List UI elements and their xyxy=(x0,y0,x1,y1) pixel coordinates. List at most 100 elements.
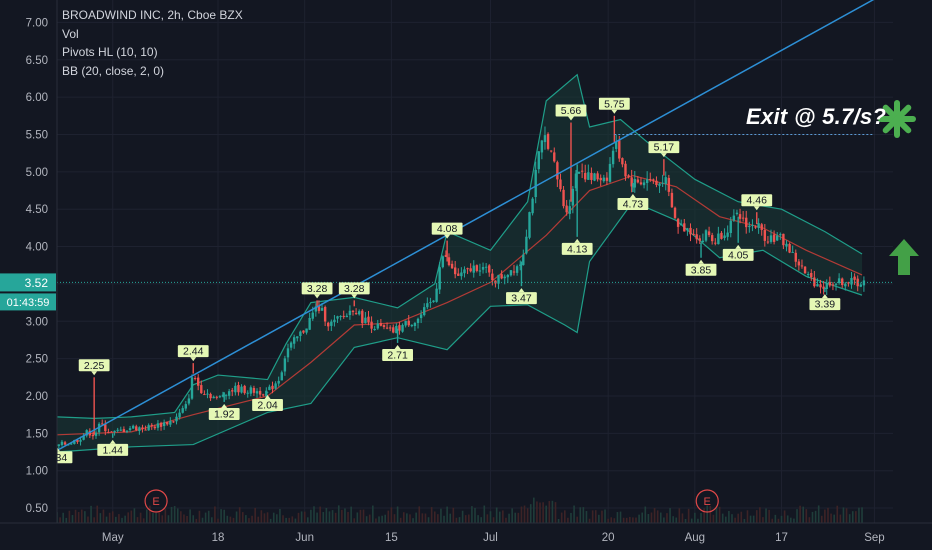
candle-body xyxy=(447,257,451,266)
volume-bar xyxy=(721,513,724,523)
volume-bar xyxy=(282,515,284,523)
price-tick-label: 0.50 xyxy=(26,503,48,515)
volume-bar xyxy=(180,511,182,523)
candle-body xyxy=(224,395,228,397)
volume-bar xyxy=(325,507,328,523)
candle-body xyxy=(506,274,510,278)
candle-body xyxy=(265,390,268,397)
candle-body xyxy=(664,177,667,185)
pivot-pointer xyxy=(264,394,271,399)
earnings-marker[interactable] xyxy=(144,489,168,513)
candle-body xyxy=(330,321,333,326)
candle-body xyxy=(131,425,135,429)
pivot-pointer xyxy=(629,194,636,199)
volume-bar xyxy=(186,515,188,523)
volume-bar xyxy=(505,517,507,523)
candle-body xyxy=(816,284,819,287)
candle-body xyxy=(639,182,643,185)
volume-bar xyxy=(183,514,185,523)
exit-annotation[interactable]: Exit @ 5.7/s? xyxy=(746,104,887,129)
volume-bar xyxy=(861,507,863,523)
volume-bar xyxy=(814,510,817,523)
indicator-bb[interactable]: BB (20, close, 2, 0) xyxy=(62,63,165,78)
volume-bar xyxy=(430,507,433,523)
candle-body xyxy=(590,172,593,180)
volume-bar xyxy=(260,510,263,523)
candle-body xyxy=(497,274,500,284)
pivot-value: 4.73 xyxy=(623,199,644,211)
pivot-value: 2.04 xyxy=(257,399,278,411)
volume-bar xyxy=(390,507,393,523)
candle-body xyxy=(519,264,522,266)
volume-bar xyxy=(161,515,164,523)
pivot-high-label xyxy=(301,282,333,295)
volume-bar xyxy=(514,512,517,523)
candle-body xyxy=(404,320,407,326)
volume-bar xyxy=(443,515,445,523)
candle-body xyxy=(419,314,423,319)
pivot-low-label xyxy=(617,198,649,211)
volume-bar xyxy=(68,510,71,523)
candle-body xyxy=(791,251,794,253)
up-arrow-icon[interactable] xyxy=(889,239,919,275)
candle-body xyxy=(763,230,767,241)
candle-body xyxy=(797,261,801,266)
candle-body xyxy=(741,217,745,219)
volume-bar xyxy=(139,512,142,523)
volume-bar xyxy=(526,508,529,523)
volume-bar xyxy=(477,515,479,523)
candle-body xyxy=(364,317,367,324)
volume-bar xyxy=(124,515,126,523)
volume-bar xyxy=(610,517,613,523)
volume-bar xyxy=(415,512,417,523)
chart-legend: BROADWIND INC, 2h, Cboe BZX Vol Pivots H… xyxy=(62,6,243,80)
candle-body xyxy=(484,266,488,268)
candle-body xyxy=(444,254,448,257)
earnings-marker[interactable] xyxy=(695,489,719,513)
candle-body xyxy=(540,140,544,153)
trendline[interactable] xyxy=(56,0,893,452)
indicator-pivots[interactable]: Pivots HL (10, 10) xyxy=(62,45,158,59)
volume-bar xyxy=(635,517,637,523)
symbol-title[interactable]: BROADWIND INC, 2h, Cboe BZX xyxy=(62,8,243,22)
volume-bar xyxy=(269,518,272,523)
candle-body xyxy=(252,388,256,393)
candle-body xyxy=(714,242,717,244)
pivot-high-label xyxy=(598,97,630,110)
price-badge xyxy=(0,273,56,292)
candle-body xyxy=(125,430,129,432)
volume-bar xyxy=(483,505,486,523)
candle-body xyxy=(645,179,649,184)
volume-bar xyxy=(489,511,492,523)
price-tick-label: 5.00 xyxy=(26,167,48,179)
volume-bar xyxy=(808,517,811,523)
time-axis-panel[interactable] xyxy=(0,523,932,550)
candle-body xyxy=(800,265,804,267)
volume-bar xyxy=(842,507,845,523)
volume-bar xyxy=(192,515,195,523)
candle-body xyxy=(652,179,655,181)
volume-bar xyxy=(421,513,424,523)
bb-band-fill xyxy=(57,74,863,453)
pivot-value: 3.28 xyxy=(307,283,328,295)
price-tick-label: 2.50 xyxy=(26,354,48,366)
candle-body xyxy=(76,439,79,442)
candle-body xyxy=(178,412,181,418)
candle-body xyxy=(522,254,525,266)
volume-bar xyxy=(226,515,229,523)
candle-body xyxy=(274,383,277,389)
candle-body xyxy=(234,385,237,393)
candle-body xyxy=(249,387,253,394)
volume-bar xyxy=(288,517,291,523)
volume-bar xyxy=(341,509,343,523)
volume-bar xyxy=(173,506,176,523)
volume-bar xyxy=(62,512,64,523)
candle-body xyxy=(107,431,110,433)
candle-body xyxy=(568,206,571,214)
volume-bar xyxy=(266,512,269,523)
volume-bar xyxy=(152,512,154,523)
candle-body xyxy=(574,173,578,189)
indicator-vol[interactable]: Vol xyxy=(62,26,79,41)
